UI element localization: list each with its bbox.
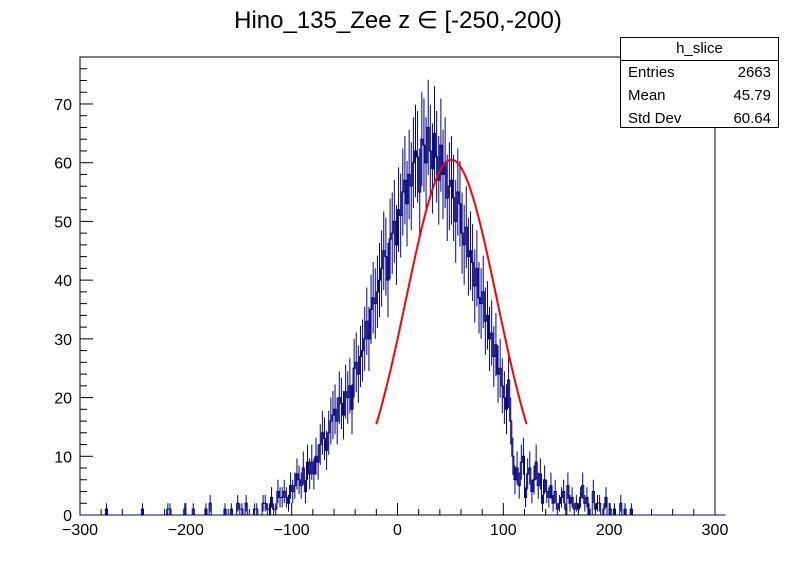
- stats-label-mean: Mean: [628, 87, 666, 104]
- stats-row-stddev: Std Dev 60.64: [621, 107, 778, 130]
- x-tick-label: −300: [62, 522, 98, 539]
- x-tick-label: 200: [596, 522, 623, 539]
- chart-title: Hino_135_Zee z ∈ [-250,-200): [234, 7, 562, 34]
- stats-value-stddev: 60.64: [733, 110, 771, 127]
- x-tick-label: 300: [702, 522, 729, 539]
- stats-label-entries: Entries: [628, 64, 675, 81]
- stats-box-name: h_slice: [621, 38, 778, 61]
- y-tick-label: 50: [54, 214, 72, 231]
- y-tick-label: 10: [54, 449, 72, 466]
- stats-value-entries: 2663: [737, 64, 771, 81]
- y-tick-label: 0: [63, 508, 72, 525]
- stats-row-mean: Mean 45.79: [621, 84, 778, 107]
- y-tick-label: 70: [54, 97, 72, 114]
- x-tick-label: −200: [168, 522, 204, 539]
- stats-box: h_slice Entries 2663 Mean 45.79 Std Dev …: [620, 37, 779, 128]
- stats-label-stddev: Std Dev: [628, 110, 682, 127]
- x-tick-label: 0: [393, 522, 402, 539]
- stats-row-entries: Entries 2663: [621, 61, 778, 84]
- y-tick-label: 30: [54, 332, 72, 349]
- y-tick-label: 40: [54, 273, 72, 290]
- gaussian-fit-curve: [375, 158, 528, 425]
- x-tick-label: 100: [490, 522, 517, 539]
- stats-value-mean: 45.79: [733, 87, 771, 104]
- y-tick-label: 20: [54, 391, 72, 408]
- x-tick-label: −100: [274, 522, 310, 539]
- y-tick-label: 60: [54, 156, 72, 173]
- histogram-series: [80, 126, 726, 516]
